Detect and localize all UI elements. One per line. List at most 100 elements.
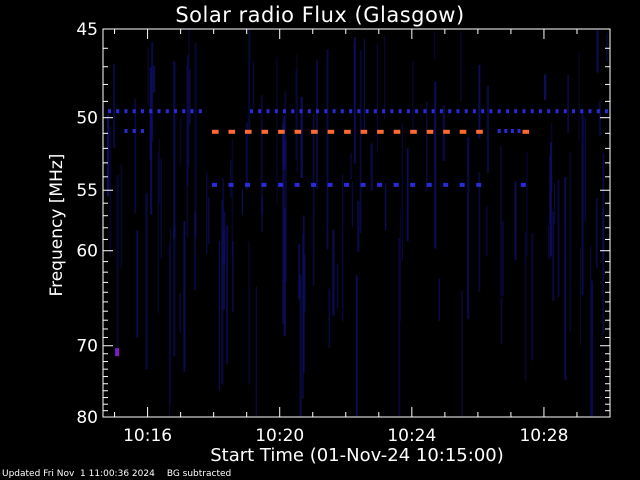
noise-streak: [500, 298, 503, 344]
noise-streak: [569, 151, 571, 332]
noise-streak: [183, 221, 186, 372]
noise-streak: [186, 65, 189, 238]
y-tick-label: 80: [76, 408, 98, 428]
burst-mark: [426, 129, 434, 134]
interference-dash: [212, 182, 217, 187]
interference-dash: [431, 109, 435, 114]
interference-dash: [324, 109, 328, 114]
noise-streak: [186, 54, 189, 186]
y-tick-label: 50: [76, 109, 98, 129]
burst-mark: [459, 129, 467, 134]
interference-dash: [149, 109, 153, 114]
noise-streak: [332, 229, 335, 316]
noise-streak: [602, 152, 605, 335]
x-tick-label: 10:16: [123, 426, 172, 446]
noise-streak: [173, 225, 176, 357]
interference-dash: [539, 109, 542, 114]
noise-streak: [355, 275, 358, 417]
noise-streak: [351, 181, 354, 228]
x-tick-label: 10:28: [519, 426, 568, 446]
noise-streak: [134, 98, 137, 214]
interference-dash: [157, 109, 161, 114]
noise-streak: [590, 245, 592, 417]
noise-streak: [299, 275, 302, 417]
noise-streak: [460, 32, 462, 102]
interference-dash: [165, 109, 169, 114]
noise-streak: [350, 153, 352, 180]
interference-dash: [423, 109, 427, 114]
footer: Updated Fri Nov 1 11:00:36 2024 BG subtra…: [2, 469, 243, 479]
noise-streak: [222, 230, 225, 310]
interference-dash: [555, 109, 559, 114]
interference-row-54-6b: [520, 182, 526, 187]
interference-dash: [266, 109, 270, 114]
noise-streak: [326, 49, 329, 250]
interference-dash: [299, 109, 303, 114]
noise-streak: [188, 29, 190, 167]
noise-streak: [384, 183, 387, 231]
noise-streak: [302, 232, 304, 399]
noise-streak: [359, 50, 362, 234]
noise-streak: [357, 200, 360, 253]
noise-streak: [383, 35, 386, 119]
burst-mark: [476, 129, 483, 134]
interference-dash: [504, 129, 508, 133]
noise-streak: [531, 233, 534, 361]
interference-dash: [108, 109, 111, 114]
noise-streak: [398, 238, 401, 417]
noise-streak: [399, 208, 401, 322]
y-tick-label: 60: [76, 242, 98, 262]
noise-streak: [208, 197, 210, 245]
noise-streak: [248, 241, 250, 385]
noise-streak: [514, 181, 517, 260]
noise-streak: [433, 31, 436, 60]
noise-streak: [160, 158, 162, 259]
interference-dash: [563, 109, 567, 114]
interference-dash: [390, 109, 394, 114]
noise-streak: [524, 231, 527, 381]
noise-streak: [596, 198, 598, 268]
noise-streak: [564, 177, 567, 381]
noise-streak: [282, 123, 285, 325]
noise-streak: [189, 69, 191, 125]
interference-dash: [360, 182, 366, 187]
interference-dash: [190, 109, 194, 114]
footer-note: BG subtracted: [166, 469, 232, 479]
interference-dash: [327, 182, 333, 187]
noise-streak: [376, 43, 378, 152]
noise-streak: [206, 172, 208, 254]
noise-streak: [169, 226, 171, 406]
noise-streak: [606, 32, 608, 62]
noise-streak: [316, 60, 318, 190]
noise-streak: [168, 244, 171, 417]
interference-dash: [588, 109, 592, 114]
noise-streak: [353, 37, 356, 164]
noise-streak: [150, 111, 153, 215]
noise-streak: [173, 61, 176, 239]
interference-dash: [476, 182, 482, 187]
burst-mark: [294, 129, 302, 134]
burst-mark: [522, 129, 530, 134]
noise-streak: [194, 42, 197, 237]
interference-dash: [530, 109, 534, 114]
noise-streak: [552, 211, 555, 301]
noise-streak: [109, 126, 112, 258]
interference-dash: [439, 109, 443, 114]
interference-dash: [497, 109, 501, 114]
noise-streak: [218, 240, 220, 391]
interference-dash: [258, 109, 262, 114]
noise-streak: [300, 96, 303, 178]
y-axis-label: Frequency [MHz]: [47, 153, 67, 297]
noise-streak: [179, 293, 182, 333]
noise-streak: [304, 254, 306, 312]
interference-dash: [443, 182, 449, 187]
interference-dash: [228, 182, 234, 187]
interference-dash: [398, 109, 402, 114]
interference-dash: [415, 109, 419, 114]
interference-dash: [132, 129, 136, 133]
x-tick-label: 10:20: [255, 426, 304, 446]
noise-streak: [248, 29, 251, 136]
noise-streak: [579, 247, 581, 347]
interference-dash: [572, 109, 575, 114]
footer-updated: Updated Fri Nov 1 11:00:36 2024: [2, 469, 155, 479]
